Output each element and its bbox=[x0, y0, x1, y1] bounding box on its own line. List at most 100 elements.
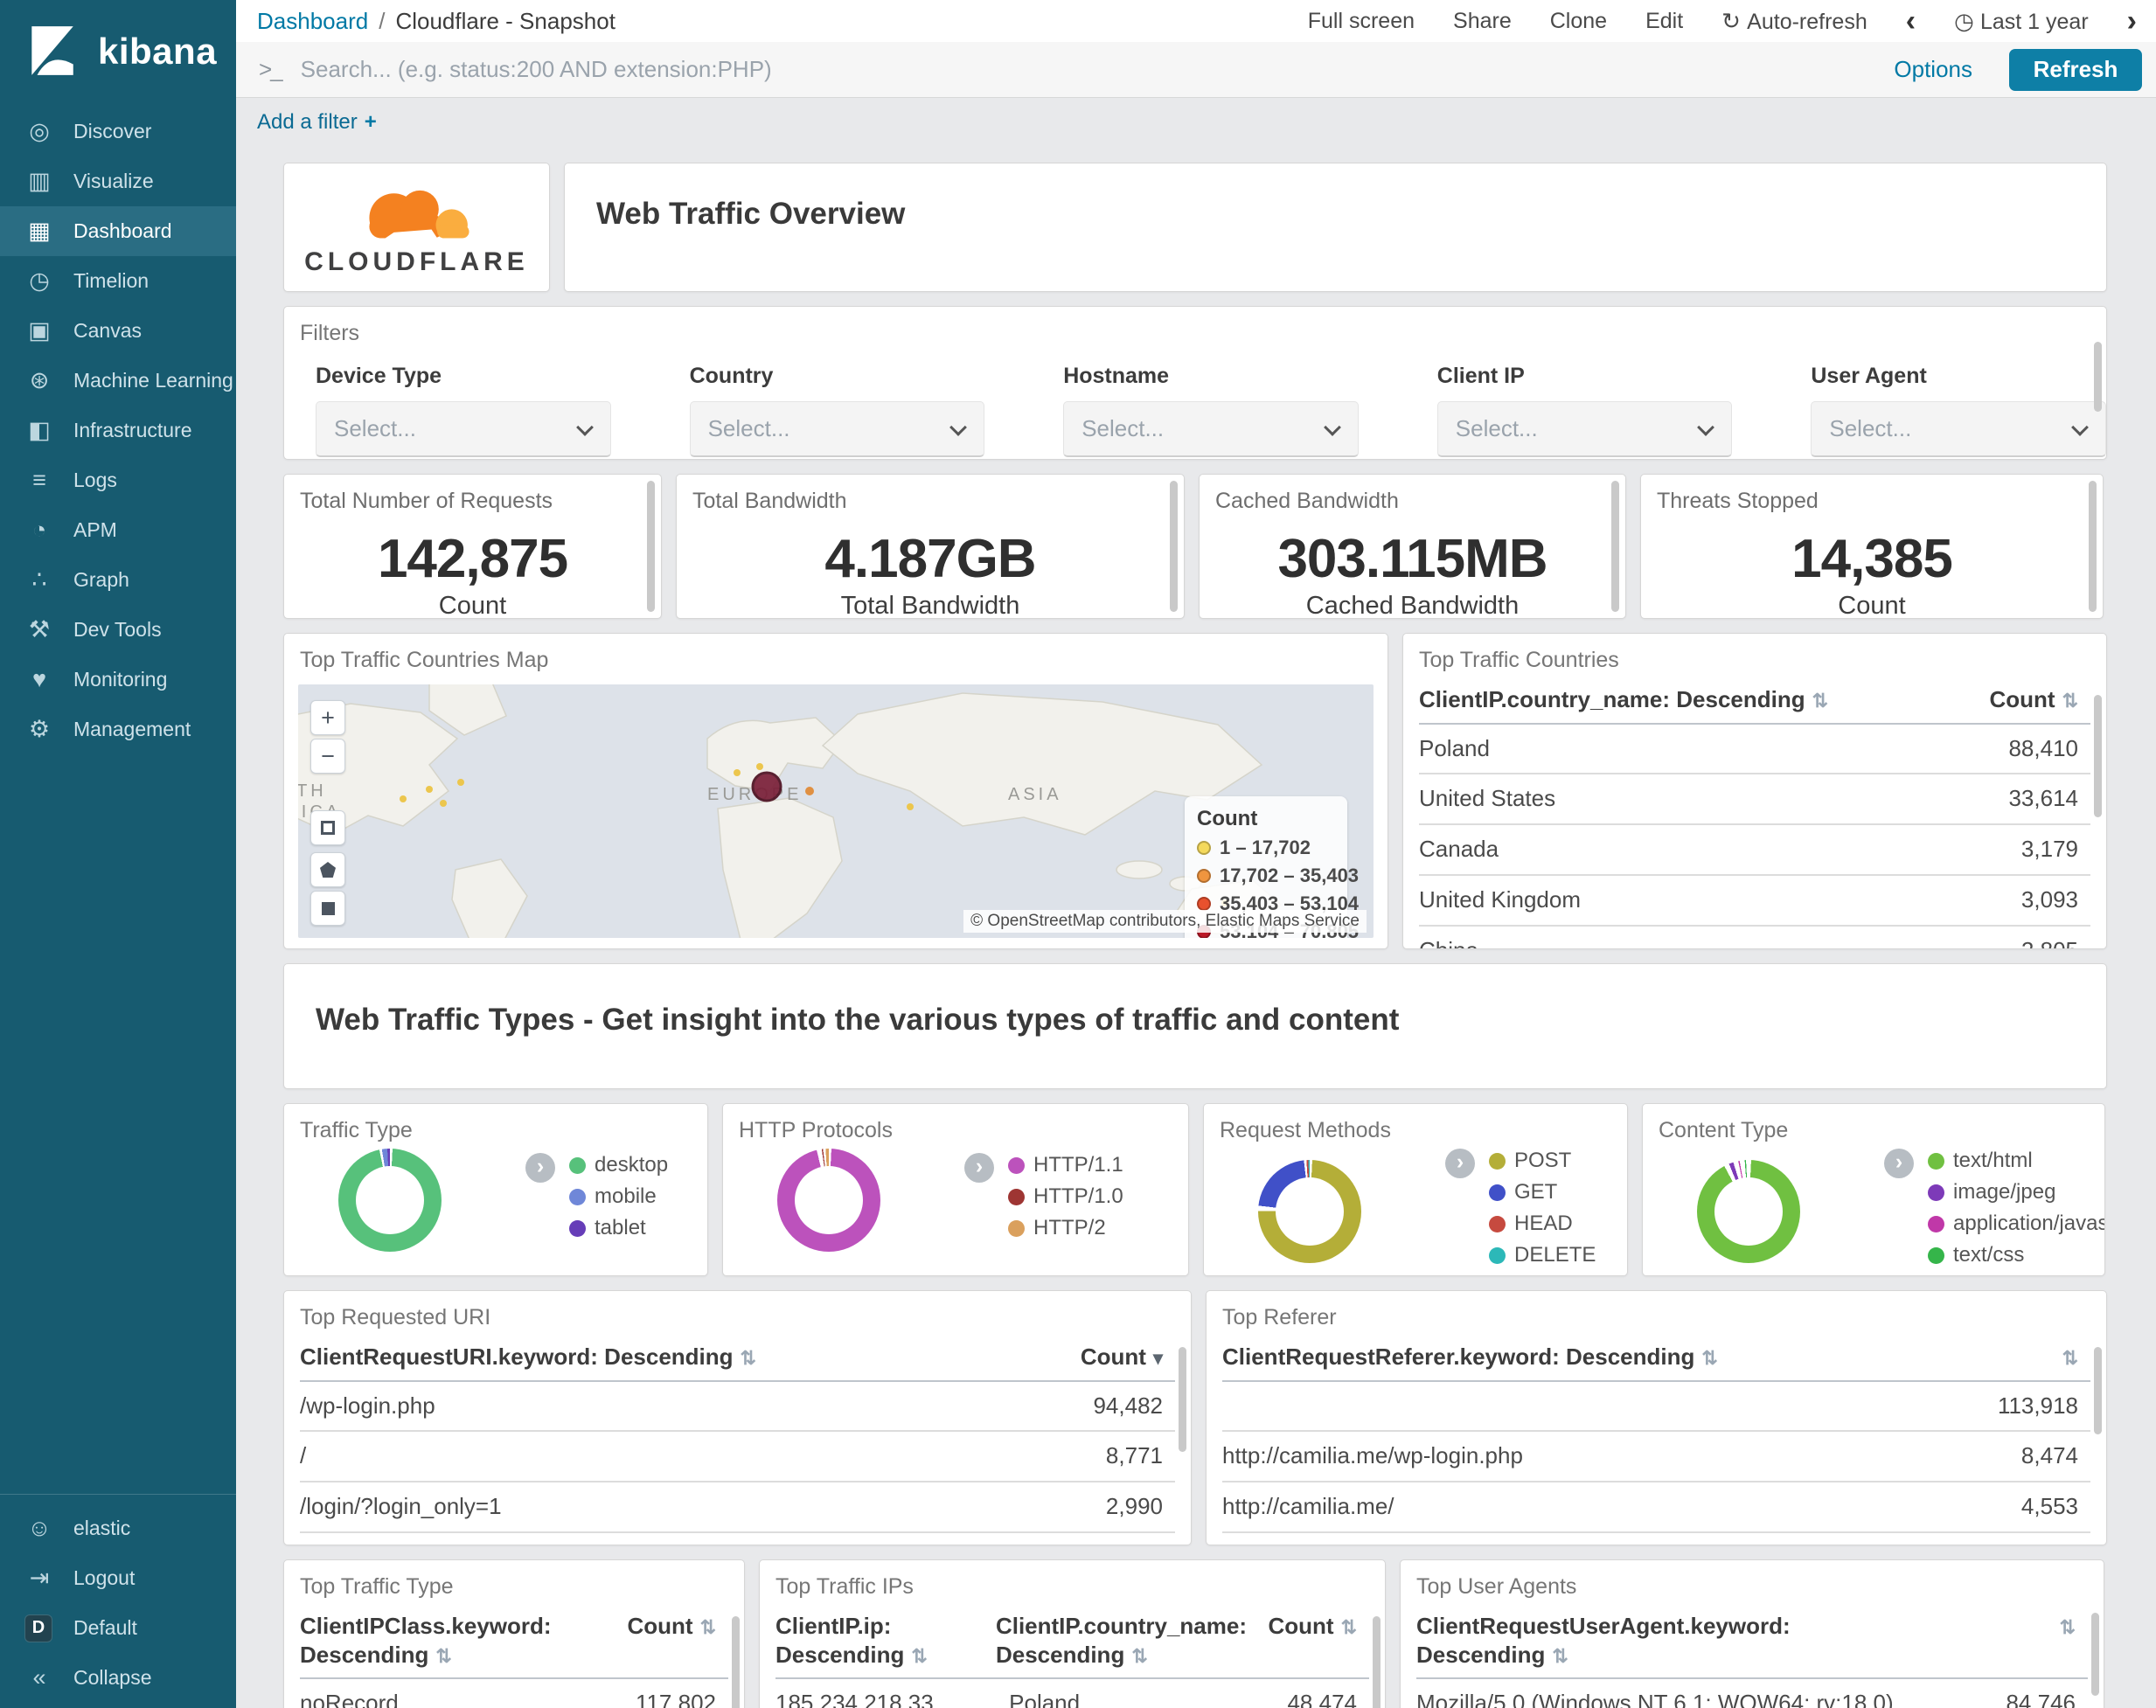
table-scrollbar[interactable] bbox=[2091, 1613, 2099, 1696]
sidebar-item-default[interactable]: D Default bbox=[0, 1603, 236, 1653]
table-scrollbar[interactable] bbox=[1373, 1616, 1381, 1708]
table-scrollbar[interactable] bbox=[732, 1616, 740, 1708]
column-header-clientrequesturi-keyword-descending[interactable]: ClientRequestURI.keyword: Descending ⇅ bbox=[300, 1343, 756, 1370]
sidebar-item-graph[interactable]: ∴ Graph bbox=[0, 555, 236, 605]
world-map[interactable]: NORTH AMERICA EUROPE ASIA bbox=[298, 684, 1374, 938]
kibana-logo[interactable]: kibana bbox=[0, 0, 236, 107]
content-type-donut-chart[interactable] bbox=[1697, 1160, 1800, 1263]
map-zoom-out-button[interactable]: − bbox=[310, 739, 345, 774]
column-header-clientip-ip-descending[interactable]: ClientIP.ip: Descending ⇅ bbox=[775, 1613, 928, 1668]
time-forward-chevron-icon[interactable]: › bbox=[2126, 4, 2137, 38]
country-select[interactable]: Select... bbox=[689, 401, 985, 457]
legend-item-desktop[interactable]: desktop bbox=[569, 1153, 668, 1177]
legend-item-http-2[interactable]: HTTP/2 bbox=[1008, 1216, 1123, 1240]
breadcrumb-dashboard-link[interactable]: Dashboard bbox=[257, 7, 369, 34]
legend-label: tablet bbox=[595, 1216, 646, 1239]
sidebar-item-logs[interactable]: ≡ Logs bbox=[0, 455, 236, 505]
table-row: Canada 3,179 bbox=[1419, 825, 2090, 876]
chevron-right-icon[interactable]: › bbox=[964, 1153, 994, 1183]
auto-refresh-button[interactable]: ↻ Auto-refresh bbox=[1721, 7, 1867, 34]
legend-item-tablet[interactable]: tablet bbox=[569, 1216, 668, 1240]
sort-icon: ⇅ bbox=[2059, 1616, 2076, 1638]
time-range-picker[interactable]: ◷ Last 1 year bbox=[1954, 7, 2089, 34]
column-header-count[interactable]: Count ▾ bbox=[1080, 1343, 1163, 1370]
table-scrollbar[interactable] bbox=[2094, 695, 2102, 817]
table-cell: 3,093 bbox=[2020, 885, 2078, 913]
full-screen-button[interactable]: Full screen bbox=[1307, 8, 1415, 33]
column-header-count[interactable]: Count ⇅ bbox=[1268, 1613, 1357, 1639]
column-header-count[interactable]: ⇅ bbox=[1924, 1343, 2090, 1371]
chevron-right-icon[interactable]: › bbox=[525, 1153, 555, 1183]
legend-item-post[interactable]: POST bbox=[1489, 1149, 1596, 1173]
sidebar-item-infrastructure[interactable]: ◧ Infrastructure bbox=[0, 406, 236, 455]
table-row: /wp-login.php 94,482 bbox=[300, 1382, 1175, 1433]
chevron-right-icon[interactable]: › bbox=[1884, 1149, 1914, 1178]
metric-scrollbar[interactable] bbox=[1611, 481, 1619, 612]
legend-item-application-javascript[interactable]: application/javascript bbox=[1928, 1212, 2104, 1236]
time-back-chevron-icon[interactable]: ‹ bbox=[1905, 4, 1916, 38]
chevron-right-icon[interactable]: › bbox=[1445, 1149, 1475, 1178]
map-zoom-in-button[interactable]: + bbox=[310, 700, 345, 735]
http-protocols-donut-chart[interactable] bbox=[777, 1149, 880, 1252]
sidebar-item-elastic[interactable]: ☺ elastic bbox=[0, 1503, 236, 1553]
traffic-type-donut-chart[interactable] bbox=[338, 1149, 442, 1252]
column-header-count[interactable]: ⇅ bbox=[1939, 1612, 2088, 1669]
panel-title: Traffic Type bbox=[300, 1118, 413, 1142]
share-button[interactable]: Share bbox=[1453, 8, 1512, 33]
column-header-clientip-country-name-descending[interactable]: ClientIP.country_name: Descending ⇅ bbox=[995, 1613, 1247, 1668]
legend-item-text-html[interactable]: text/html bbox=[1928, 1149, 2104, 1173]
refresh-button[interactable]: Refresh bbox=[2009, 48, 2142, 91]
legend-item-http-1-1[interactable]: HTTP/1.1 bbox=[1008, 1153, 1123, 1177]
table-cell: 2,805 bbox=[1924, 936, 2090, 948]
metric-scrollbar[interactable] bbox=[1170, 481, 1178, 612]
column-header-count[interactable]: Count ⇅ bbox=[1989, 686, 2078, 712]
legend-item-http-1-0[interactable]: HTTP/1.0 bbox=[1008, 1184, 1123, 1209]
map-rectangle-select-button[interactable] bbox=[310, 891, 345, 926]
search-input[interactable] bbox=[300, 56, 1877, 83]
column-header-clientrequestuseragent-keyword-descending[interactable]: ClientRequestUserAgent.keyword: Descendi… bbox=[1416, 1613, 1791, 1668]
column-header-clientip-country-name-descending[interactable]: ClientIP.country_name: Descending ⇅ bbox=[1419, 686, 1829, 712]
sidebar-item-dashboard[interactable]: ▦ Dashboard bbox=[0, 206, 236, 256]
map-polygon-select-button[interactable] bbox=[310, 852, 345, 887]
sidebar-item-dev-tools[interactable]: ⚒ Dev Tools bbox=[0, 605, 236, 655]
column-header-count[interactable]: Count ⇅ bbox=[627, 1613, 716, 1639]
table-scrollbar[interactable] bbox=[2094, 1347, 2102, 1434]
metric-scrollbar[interactable] bbox=[647, 481, 655, 612]
add-filter-link[interactable]: Add a filter + bbox=[257, 110, 377, 134]
legend-item-get[interactable]: GET bbox=[1489, 1180, 1596, 1205]
table-cell: 2,990 bbox=[1105, 1493, 1163, 1520]
request-methods-donut-chart[interactable] bbox=[1258, 1160, 1361, 1263]
metric-scrollbar[interactable] bbox=[2089, 481, 2097, 612]
legend-item-head[interactable]: HEAD bbox=[1489, 1212, 1596, 1236]
legend-item-mobile[interactable]: mobile bbox=[569, 1184, 668, 1209]
dashboard-icon: ▦ bbox=[28, 218, 51, 244]
sidebar-item-apm[interactable]: ◔ APM bbox=[0, 505, 236, 555]
client-ip-select[interactable]: Select... bbox=[1436, 401, 1733, 457]
edit-button[interactable]: Edit bbox=[1645, 8, 1684, 33]
sort-icon: ⇅ bbox=[1340, 1616, 1357, 1638]
filters-scrollbar[interactable] bbox=[2094, 342, 2102, 412]
column-header-clientrequestreferer-keyword-descending[interactable]: ClientRequestReferer.keyword: Descending… bbox=[1222, 1343, 1718, 1370]
table-cell: United Kingdom bbox=[1419, 885, 1581, 913]
options-link[interactable]: Options bbox=[1894, 56, 1972, 82]
user-agent-select[interactable]: Select... bbox=[1811, 401, 2106, 457]
hostname-select[interactable]: Select... bbox=[1063, 401, 1359, 457]
sidebar-item-monitoring[interactable]: ♥ Monitoring bbox=[0, 655, 236, 705]
legend-item-text-css[interactable]: text/css bbox=[1928, 1243, 2104, 1267]
sidebar-item-machine-learning[interactable]: ⊛ Machine Learning bbox=[0, 356, 236, 406]
legend-item-delete[interactable]: DELETE bbox=[1489, 1243, 1596, 1267]
sidebar-item-canvas[interactable]: ▣ Canvas bbox=[0, 306, 236, 356]
column-header-clientipclass-keyword-descending[interactable]: ClientIPClass.keyword: Descending ⇅ bbox=[300, 1613, 552, 1668]
map-fit-bounds-button[interactable] bbox=[310, 810, 345, 845]
clone-button[interactable]: Clone bbox=[1549, 8, 1608, 33]
sidebar-item-logout[interactable]: ⇥ Logout bbox=[0, 1553, 236, 1603]
sidebar-item-visualize[interactable]: ▥ Visualize bbox=[0, 156, 236, 206]
sidebar-item-collapse[interactable]: « Collapse bbox=[0, 1653, 236, 1703]
map-marker-poland[interactable] bbox=[751, 771, 782, 802]
sidebar-item-discover[interactable]: ◎ Discover bbox=[0, 107, 236, 156]
device-type-select[interactable]: Select... bbox=[316, 401, 611, 457]
sidebar-item-timelion[interactable]: ◷ Timelion bbox=[0, 256, 236, 306]
legend-item-image-jpeg[interactable]: image/jpeg bbox=[1928, 1180, 2104, 1205]
sidebar-item-management[interactable]: ⚙ Management bbox=[0, 705, 236, 754]
table-scrollbar[interactable] bbox=[1179, 1347, 1186, 1452]
